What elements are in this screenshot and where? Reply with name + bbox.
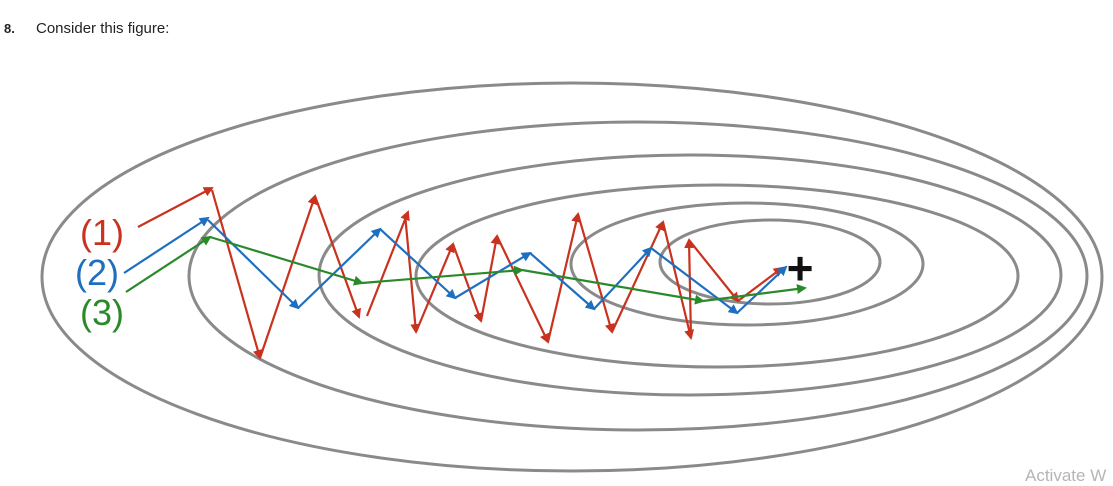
path-1-arrow [451, 243, 483, 323]
path-2-arrow [297, 227, 382, 309]
path-1-arrow [611, 220, 665, 333]
contour-ellipse-3 [317, 153, 1063, 397]
path-1-arrow [496, 235, 550, 344]
contour-ellipse-1 [40, 81, 1104, 473]
contour-ellipse-6 [658, 218, 882, 306]
path-3-arrow [521, 268, 705, 305]
path-2-arrow [379, 228, 457, 300]
path-1-arrow [661, 221, 694, 340]
contour-lines [40, 81, 1104, 473]
path-1-red [137, 187, 784, 360]
contour-ellipse-2 [187, 120, 1089, 432]
legend-label-3: (3) [80, 292, 124, 333]
path-1-arrow [684, 238, 695, 339]
path-2-blue [123, 216, 788, 315]
question-prompt: Consider this figure: [36, 20, 170, 37]
path-3-arrow [209, 235, 364, 286]
path-1-arrow [414, 242, 455, 333]
question-header: 8. Consider this figure: [4, 20, 169, 37]
path-1-arrow [688, 239, 740, 303]
legend-label-2: (2) [75, 252, 119, 293]
path-3-arrow [702, 284, 807, 303]
path-1-arrow [137, 187, 214, 228]
path-3-arrow [361, 265, 524, 285]
path-2-arrow [123, 216, 210, 274]
legend-label-1: (1) [80, 212, 124, 253]
path-1-arrow [210, 189, 263, 360]
path-2-arrow [454, 251, 532, 299]
activate-windows-watermark: Activate W [1025, 466, 1107, 485]
path-3-arrow [125, 235, 212, 293]
path-1-arrow [576, 213, 615, 334]
path-1-arrow [365, 210, 410, 317]
path-2-arrow [650, 247, 739, 315]
path-2-arrow [593, 246, 653, 310]
path-2-arrow [736, 265, 788, 314]
path-3-green [125, 235, 807, 305]
minimum-plus-icon: + [787, 242, 814, 294]
contour-ellipse-5 [569, 201, 925, 327]
path-2-arrow [529, 252, 596, 311]
path-2-arrow [207, 219, 300, 310]
path-1-arrow [313, 195, 361, 319]
path-1-arrow [258, 194, 318, 359]
path-1-arrow [403, 213, 421, 334]
question-number: 8. [4, 21, 15, 36]
contour-ellipse-4 [414, 183, 1020, 369]
